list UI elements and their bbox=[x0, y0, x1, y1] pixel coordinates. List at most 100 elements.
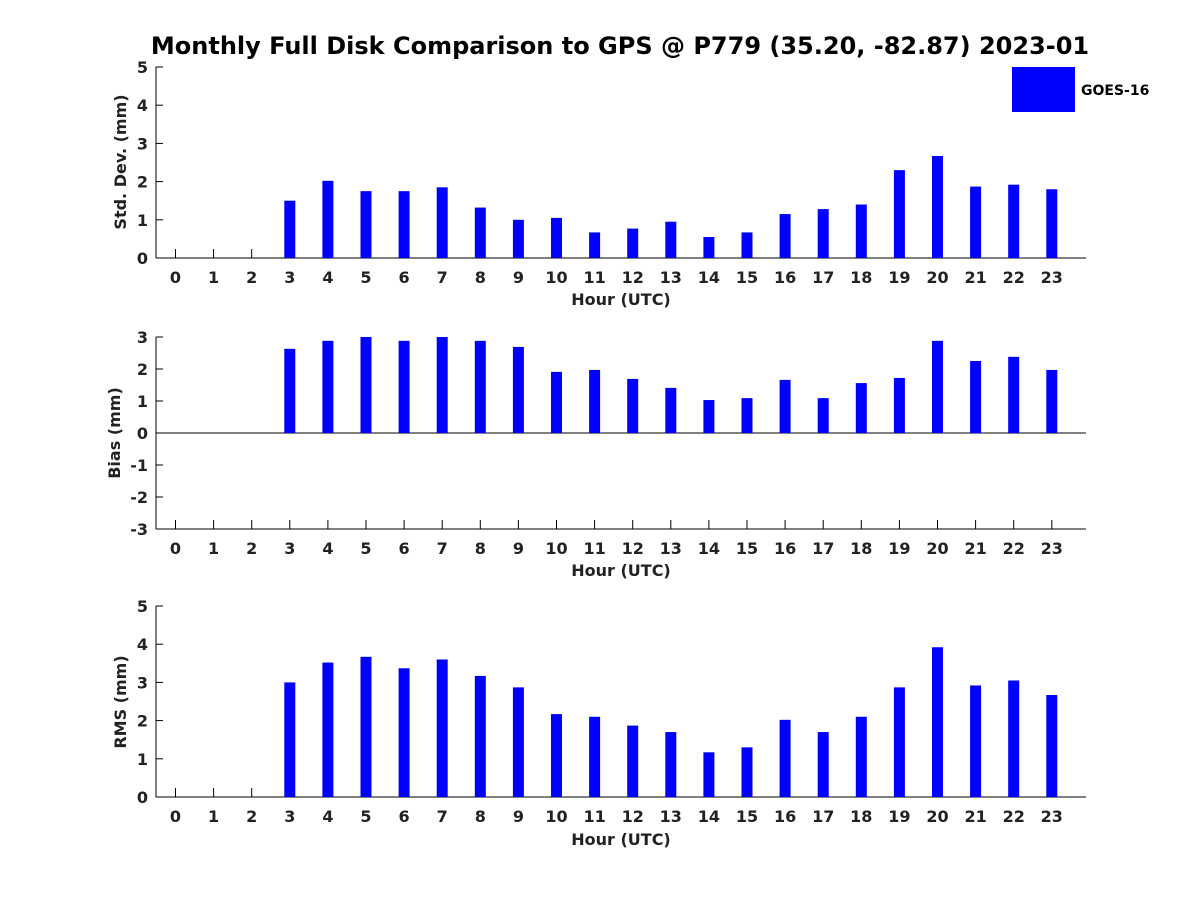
x-tick-label: 7 bbox=[437, 268, 448, 287]
x-tick-label: 16 bbox=[774, 268, 796, 287]
bar bbox=[512, 219, 524, 258]
x-tick-label: 11 bbox=[583, 268, 605, 287]
x-tick-label: 0 bbox=[170, 807, 181, 826]
bar bbox=[893, 170, 905, 258]
bar bbox=[1008, 356, 1020, 433]
x-tick-label: 9 bbox=[513, 539, 524, 558]
bar bbox=[855, 716, 867, 797]
bar bbox=[551, 371, 562, 433]
y-tick-label: 3 bbox=[137, 673, 148, 692]
bar bbox=[779, 719, 791, 797]
bar bbox=[398, 668, 410, 797]
bar bbox=[817, 209, 829, 258]
x-tick-label: 1 bbox=[208, 539, 219, 558]
bar bbox=[665, 732, 677, 797]
x-tick-label: 5 bbox=[360, 539, 371, 558]
legend-label: GOES-16 bbox=[1081, 83, 1149, 99]
bar bbox=[436, 659, 448, 797]
y-tick-label: 1 bbox=[137, 211, 148, 230]
x-tick-label: 19 bbox=[888, 268, 910, 287]
bar bbox=[436, 187, 448, 258]
bar bbox=[817, 732, 829, 797]
x-tick-label: 14 bbox=[698, 539, 720, 558]
x-tick-label: 10 bbox=[545, 539, 567, 558]
x-tick-label: 18 bbox=[850, 807, 872, 826]
x-tick-label: 15 bbox=[736, 807, 758, 826]
x-tick-label: 4 bbox=[322, 807, 333, 826]
x-tick-label: 5 bbox=[360, 268, 371, 287]
bar bbox=[741, 398, 753, 433]
x-tick-label: 7 bbox=[437, 807, 448, 826]
bar bbox=[970, 361, 982, 433]
x-tick-label: 6 bbox=[399, 268, 410, 287]
x-tick-label: 0 bbox=[170, 539, 181, 558]
x-tick-label: 8 bbox=[475, 268, 486, 287]
x-tick-label: 22 bbox=[1003, 268, 1025, 287]
x-tick-label: 5 bbox=[360, 807, 371, 826]
x-tick-label: 18 bbox=[850, 268, 872, 287]
x-tick-label: 17 bbox=[812, 268, 834, 287]
legend: GOES-16 bbox=[1012, 67, 1149, 112]
bar bbox=[1008, 184, 1020, 258]
bar bbox=[512, 346, 524, 433]
x-tick-label: 2 bbox=[246, 539, 257, 558]
y-tick-label: 2 bbox=[137, 173, 148, 192]
bar bbox=[932, 340, 943, 433]
x-tick-label: 20 bbox=[926, 807, 948, 826]
bar bbox=[970, 685, 982, 797]
bar bbox=[703, 400, 715, 433]
y-tick-label: 0 bbox=[137, 424, 148, 443]
x-tick-label: 17 bbox=[812, 807, 834, 826]
bar bbox=[893, 377, 905, 433]
y-axis-label: Bias (mm) bbox=[105, 387, 124, 479]
bar bbox=[360, 191, 372, 258]
x-tick-label: 21 bbox=[964, 539, 986, 558]
bar bbox=[665, 387, 677, 433]
x-tick-label: 1 bbox=[208, 268, 219, 287]
bar bbox=[360, 337, 372, 433]
x-tick-label: 10 bbox=[545, 268, 567, 287]
x-tick-label: 16 bbox=[774, 539, 796, 558]
x-tick-label: 1 bbox=[208, 807, 219, 826]
x-tick-label: 4 bbox=[322, 268, 333, 287]
bar bbox=[627, 228, 639, 258]
x-tick-label: 14 bbox=[698, 268, 720, 287]
bar bbox=[436, 337, 448, 433]
bar bbox=[474, 340, 486, 433]
y-axis-label: Std. Dev. (mm) bbox=[111, 94, 130, 229]
y-tick-label: 0 bbox=[137, 249, 148, 268]
bar bbox=[322, 180, 334, 258]
x-tick-label: 20 bbox=[926, 539, 948, 558]
x-tick-label: 10 bbox=[545, 807, 567, 826]
x-tick-label: 14 bbox=[698, 807, 720, 826]
x-tick-label: 4 bbox=[322, 539, 333, 558]
x-tick-label: 21 bbox=[964, 807, 986, 826]
x-tick-label: 12 bbox=[622, 539, 644, 558]
bar bbox=[589, 369, 601, 433]
bar bbox=[703, 236, 715, 258]
x-tick-label: 23 bbox=[1041, 807, 1063, 826]
x-tick-label: 13 bbox=[660, 268, 682, 287]
bar bbox=[703, 752, 715, 797]
x-tick-label: 13 bbox=[660, 539, 682, 558]
x-tick-label: 3 bbox=[284, 268, 295, 287]
y-tick-label: 1 bbox=[137, 392, 148, 411]
y-tick-label: 0 bbox=[137, 788, 148, 807]
x-tick-label: 0 bbox=[170, 268, 181, 287]
x-tick-label: 9 bbox=[513, 807, 524, 826]
bar bbox=[322, 340, 334, 433]
x-tick-label: 13 bbox=[660, 807, 682, 826]
x-tick-label: 21 bbox=[964, 268, 986, 287]
x-tick-label: 9 bbox=[513, 268, 524, 287]
x-tick-label: 22 bbox=[1003, 539, 1025, 558]
bar bbox=[627, 378, 639, 433]
x-axis-label: Hour (UTC) bbox=[571, 290, 671, 309]
x-tick-label: 20 bbox=[926, 268, 948, 287]
bar bbox=[398, 191, 410, 258]
x-tick-label: 19 bbox=[888, 539, 910, 558]
y-tick-label: 5 bbox=[137, 58, 148, 77]
bar bbox=[779, 379, 791, 433]
bar bbox=[932, 156, 943, 258]
x-tick-label: 16 bbox=[774, 807, 796, 826]
